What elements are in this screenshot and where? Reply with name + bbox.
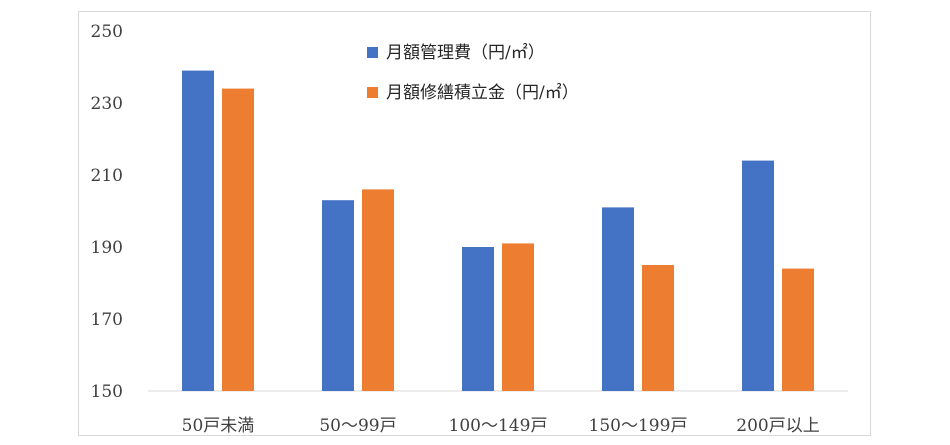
y-tick-label: 170 bbox=[91, 310, 123, 330]
x-tick-label: 100～149戸 bbox=[449, 416, 548, 436]
y-axis: 150 170 190 210 230 250 bbox=[91, 22, 123, 402]
legend-swatch-2 bbox=[367, 87, 378, 98]
legend-label-2: 月額修繕積立金（円/㎡） bbox=[386, 83, 579, 103]
bar-series-1-5 bbox=[742, 160, 774, 391]
bar-series-1-4 bbox=[602, 207, 634, 391]
x-tick-label: 50戸未満 bbox=[182, 416, 255, 436]
x-axis: 50戸未満 50～99戸 100～149戸 150～199戸 200戸以上 bbox=[148, 390, 848, 436]
bar-series-2-4 bbox=[642, 265, 674, 391]
x-tick-label: 200戸以上 bbox=[736, 416, 819, 436]
y-tick-label: 230 bbox=[91, 94, 123, 114]
y-tick-label: 150 bbox=[91, 382, 123, 402]
x-tick-label: 50～99戸 bbox=[319, 416, 396, 436]
bar-series-2-3 bbox=[502, 243, 534, 391]
bar-series-2-1 bbox=[222, 88, 254, 391]
y-tick-label: 190 bbox=[91, 238, 123, 258]
x-tick-label: 150～199戸 bbox=[589, 416, 688, 436]
legend-swatch-1 bbox=[367, 47, 378, 58]
bar-series-2-2 bbox=[362, 189, 394, 391]
y-tick-label: 250 bbox=[91, 22, 123, 42]
legend: 月額管理費（円/㎡） 月額修繕積立金（円/㎡） bbox=[367, 43, 579, 103]
y-tick-label: 210 bbox=[91, 166, 123, 186]
bar-series-1-1 bbox=[182, 70, 214, 391]
bar-series-1-3 bbox=[462, 247, 494, 391]
legend-label-1: 月額管理費（円/㎡） bbox=[386, 43, 545, 63]
bars bbox=[182, 70, 814, 391]
bar-series-2-5 bbox=[782, 268, 814, 391]
bar-series-1-2 bbox=[322, 200, 354, 391]
